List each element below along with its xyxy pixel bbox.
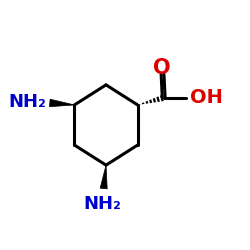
- Text: O: O: [152, 58, 170, 78]
- Text: NH₂: NH₂: [8, 93, 46, 111]
- Polygon shape: [100, 165, 107, 189]
- Text: OH: OH: [190, 88, 223, 107]
- Text: NH₂: NH₂: [84, 195, 122, 213]
- Polygon shape: [50, 99, 74, 107]
